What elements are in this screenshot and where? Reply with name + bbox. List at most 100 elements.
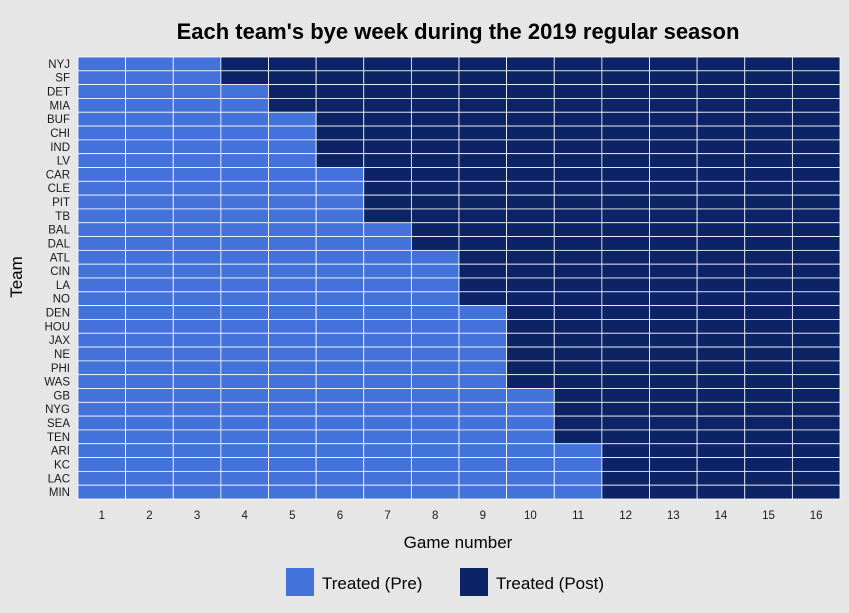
heatmap-cell-mia-1 [77,98,127,113]
heatmap-cell-cle-10 [506,180,555,196]
heatmap-cell-den-8 [410,305,460,320]
heatmap-cell-was-16 [791,374,841,389]
heatmap-cell-cle-5 [268,180,317,196]
heatmap-cell-sea-3 [172,415,222,431]
heatmap-cell-ari-16 [791,443,841,458]
y-tick-car: CAR [46,169,70,181]
heatmap-cell-chi-9 [458,125,508,141]
heatmap-cell-nyg-1 [77,401,127,417]
heatmap-cell-ten-14 [696,429,746,445]
heatmap-cell-cin-9 [458,263,508,279]
heatmap-cell-no-16 [791,291,841,307]
heatmap-cell-lv-12 [601,153,650,168]
heatmap-cell-no-3 [172,291,222,307]
heatmap-cell-lv-5 [268,153,317,168]
heatmap-cell-dal-2 [125,236,174,251]
heatmap-cell-ari-4 [220,443,269,458]
heatmap-cell-sf-4 [220,70,269,86]
heatmap-cell-jax-14 [696,332,746,348]
heatmap-cell-pit-3 [172,194,222,210]
heatmap-cell-atl-1 [77,249,127,265]
heatmap-cell-min-14 [696,484,746,500]
heatmap-cell-phi-15 [744,360,793,376]
heatmap-cell-was-13 [649,374,698,389]
heatmap-cell-den-12 [601,305,650,320]
heatmap-cell-chi-8 [410,125,460,141]
heatmap-cell-cin-11 [553,263,603,279]
heatmap-cell-phi-5 [268,360,317,376]
heatmap-cell-den-4 [220,305,269,320]
y-tick-det: DET [47,87,70,99]
heatmap-cell-ten-15 [744,429,793,445]
heatmap-cell-no-5 [268,291,317,307]
heatmap-cell-hou-13 [649,319,698,334]
heatmap-cell-nyg-16 [791,401,841,417]
heatmap-cell-chi-16 [791,125,841,141]
heatmap-cell-ind-12 [601,139,650,155]
heatmap-cell-det-10 [506,84,555,99]
heatmap-cell-sea-1 [77,415,127,431]
heatmap-cell-kc-3 [172,457,222,472]
heatmap-cell-jax-7 [363,332,412,348]
heatmap-cell-den-11 [553,305,603,320]
heatmap-cell-cle-13 [649,180,698,196]
heatmap-cell-nyj-11 [553,56,603,72]
y-tick-bal: BAL [48,225,70,237]
heatmap-cell-ari-6 [315,443,365,458]
heatmap-cell-mia-7 [363,98,412,113]
y-tick-pit: PIT [52,197,70,209]
heatmap-cell-sf-3 [172,70,222,86]
heatmap-cell-dal-5 [268,236,317,251]
heatmap-cell-sea-7 [363,415,412,431]
heatmap-cell-min-13 [649,484,698,500]
heatmap-cell-atl-8 [410,249,460,265]
x-tick-16: 16 [810,510,823,522]
heatmap-cell-gb-1 [77,388,127,403]
heatmap-cell-tb-5 [268,208,317,224]
heatmap-cell-phi-11 [553,360,603,376]
heatmap-cell-dal-16 [791,236,841,251]
heatmap-cell-jax-3 [172,332,222,348]
heatmap-cell-lac-13 [649,470,698,486]
y-tick-was: WAS [44,377,70,389]
heatmap-cell-lv-13 [649,153,698,168]
heatmap-cell-dal-3 [172,236,222,251]
heatmap-cell-car-10 [506,167,555,182]
heatmap-cell-ne-6 [315,346,365,362]
heatmap-cell-dal-6 [315,236,365,251]
heatmap-cell-sf-15 [744,70,793,86]
y-tick-ari: ARI [51,446,70,458]
heatmap-cell-kc-1 [77,457,127,472]
heatmap-cell-den-14 [696,305,746,320]
heatmap-cell-atl-12 [601,249,650,265]
heatmap-cell-ari-12 [601,443,650,458]
heatmap-cell-buf-12 [601,111,650,127]
heatmap-cell-car-8 [410,167,460,182]
heatmap-cell-ind-9 [458,139,508,155]
heatmap-cell-tb-11 [553,208,603,224]
heatmap-cell-hou-9 [458,319,508,334]
heatmap-cell-bal-14 [696,222,746,237]
heatmap-cell-sf-11 [553,70,603,86]
heatmap-cell-ind-11 [553,139,603,155]
heatmap-cell-cle-16 [791,180,841,196]
heatmap-cell-min-8 [410,484,460,500]
heatmap-cell-cle-9 [458,180,508,196]
heatmap-cell-lac-12 [601,470,650,486]
heatmap-cell-atl-15 [744,249,793,265]
heatmap-cell-pit-6 [315,194,365,210]
heatmap-cell-tb-16 [791,208,841,224]
heatmap-cell-nyj-10 [506,56,555,72]
heatmap-cell-no-8 [410,291,460,307]
heatmap-cell-jax-11 [553,332,603,348]
x-tick-4: 4 [241,510,248,522]
heatmap-cell-gb-8 [410,388,460,403]
heatmap-cell-nyj-3 [172,56,222,72]
heatmap-cell-la-8 [410,277,460,293]
heatmap-cell-la-14 [696,277,746,293]
heatmap-cell-pit-10 [506,194,555,210]
y-tick-mia: MIA [50,100,71,112]
heatmap-cell-car-7 [363,167,412,182]
